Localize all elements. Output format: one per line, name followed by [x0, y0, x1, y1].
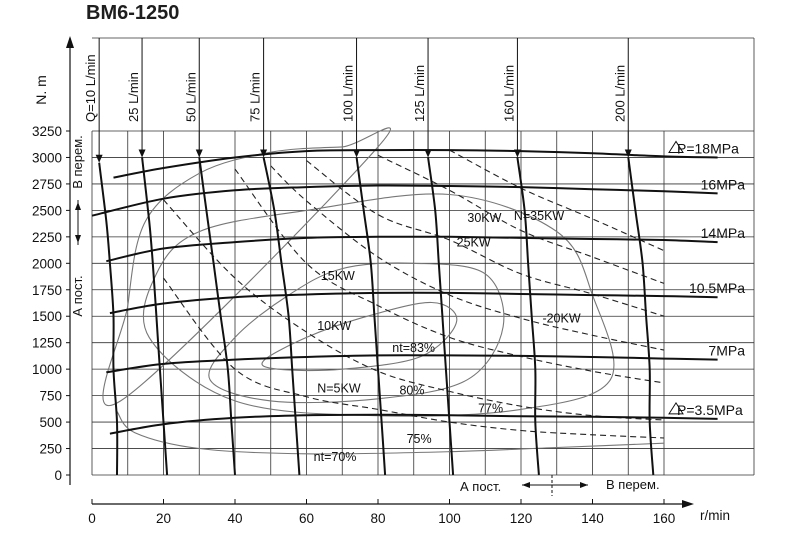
power-curve — [449, 149, 665, 252]
pressure-triangle-marker — [668, 140, 684, 153]
flow-curves: Q=10 L/min 25 L/min 50 L/min 75 L/min 100 L/… — [83, 38, 655, 476]
flow-curve — [516, 157, 540, 476]
efficiency-curves — [102, 127, 665, 455]
y-tick-label: 0 — [54, 468, 62, 483]
efficiency-label: nt=83% — [392, 341, 435, 355]
annotation-a-post-y: А пост. — [70, 275, 85, 316]
pressure-curve — [109, 413, 718, 435]
flow-arrow-head — [424, 149, 432, 158]
y-tick-label: 3000 — [32, 150, 62, 165]
x-tick-label: 0 — [88, 511, 96, 526]
x-tick-label: 40 — [227, 511, 242, 526]
y-tick-label: 2750 — [32, 177, 62, 192]
efficiency-curve — [261, 301, 458, 372]
pressure-triangle-marker — [668, 401, 684, 415]
pressure-label: P=18MPa — [677, 140, 739, 156]
efficiency-label: 80% — [399, 384, 424, 398]
annotation-v-perem-y: В перем. — [70, 135, 85, 189]
y-tick-label: 750 — [39, 389, 62, 404]
pressure-curve — [91, 184, 718, 217]
power-curve — [270, 165, 665, 351]
pressure-label: 14MPa — [701, 225, 746, 241]
pressure-curve — [106, 235, 718, 263]
pressure-curves: P=18MPa 16MPa 14MPa 10.5MPa 7MPa P=3.5MPa — [91, 140, 746, 435]
axes: 0250500750100012501500175020002250250027… — [32, 36, 694, 526]
x-tick-label: 120 — [510, 511, 533, 526]
x-axis-label: r/min — [700, 508, 730, 523]
annotation-y-arrow-down — [75, 235, 81, 243]
flow-arrow-head — [95, 154, 103, 163]
y-tick-label: 250 — [39, 442, 62, 457]
flow-label: 100 L/min — [341, 65, 356, 122]
flow-arrow-head — [624, 149, 632, 158]
power-label: -20KW — [542, 312, 580, 326]
flow-label: 75 L/min — [248, 72, 263, 122]
annotation-a-post-x: А пост. — [460, 479, 501, 494]
power-curve — [234, 168, 665, 384]
y-tick-label: 3250 — [32, 124, 62, 139]
efficiency-curve — [116, 411, 665, 455]
x-tick-label: 20 — [156, 511, 171, 526]
flow-arrow-head — [138, 149, 146, 158]
x-tick-label: 80 — [370, 511, 385, 526]
pressure-curve — [113, 148, 718, 179]
power-label: 30KW — [467, 211, 501, 225]
flow-label: 50 L/min — [183, 72, 198, 122]
efficiency-curve — [102, 127, 392, 407]
x-tick-label: 100 — [438, 511, 461, 526]
flow-curve — [627, 157, 655, 476]
pressure-label: 16MPa — [701, 176, 746, 192]
y-tick-label: 1750 — [32, 283, 62, 298]
pressure-label: 7MPa — [708, 343, 745, 359]
y-tick-label: 2250 — [32, 230, 62, 245]
x-tick-label: 160 — [653, 511, 676, 526]
annotation-x-arrow-left — [522, 482, 530, 488]
power-label: 15KW — [321, 269, 355, 283]
power-curve — [377, 154, 665, 284]
flow-label: Q=10 L/min — [83, 54, 98, 122]
flow-label: 125 L/min — [412, 65, 427, 122]
efficiency-label: nt=70% — [314, 450, 357, 464]
flow-arrow-head — [353, 149, 361, 158]
y-axis-label: N. m — [33, 75, 49, 105]
power-curve — [163, 199, 665, 421]
x-tick-label: 140 — [581, 511, 604, 526]
efficiency-curve — [208, 262, 505, 404]
flow-label: 200 L/min — [612, 65, 627, 122]
y-tick-label: 1500 — [32, 309, 62, 324]
efficiency-label: 77% — [478, 402, 503, 416]
y-tick-label: 1250 — [32, 336, 62, 351]
y-axis-arrow — [66, 36, 74, 48]
flow-curve — [355, 157, 387, 476]
x-tick-label: 60 — [299, 511, 314, 526]
flow-label: 160 L/min — [501, 65, 516, 122]
flow-curve — [98, 162, 119, 476]
flow-curve — [141, 157, 169, 476]
pressure-curve — [109, 291, 718, 315]
power-label: 10KW — [317, 319, 351, 333]
annotation-v-perem-x: В перем. — [606, 477, 660, 492]
pressure-curve — [106, 354, 718, 374]
x-axis-arrow — [682, 500, 694, 508]
chart-title: BM6-1250 — [86, 2, 180, 24]
y-tick-label: 2500 — [32, 203, 62, 218]
annotation-x-arrow-right — [580, 482, 588, 488]
pressure-label: 10.5MPa — [689, 280, 745, 296]
flow-curve — [427, 157, 455, 476]
flow-curve — [198, 157, 236, 476]
power-label: N=5KW — [317, 381, 361, 395]
y-tick-label: 1000 — [32, 362, 62, 377]
pressure-label: P=3.5MPa — [677, 402, 743, 418]
annotation-y-arrow-up — [75, 202, 81, 210]
efficiency-label: 75% — [407, 432, 432, 446]
y-tick-label: 500 — [39, 415, 62, 430]
power-label: 25KW — [457, 235, 491, 249]
chart-labels: N. m r/min N=35KW 30KW 25KW -20KW 15KW 10KW N=5K… — [33, 75, 730, 523]
power-label: N=35KW — [514, 209, 565, 223]
y-tick-label: 2000 — [32, 256, 62, 271]
flow-label: 25 L/min — [126, 72, 141, 122]
flow-curve — [262, 157, 301, 476]
flow-arrow-head — [195, 149, 203, 158]
